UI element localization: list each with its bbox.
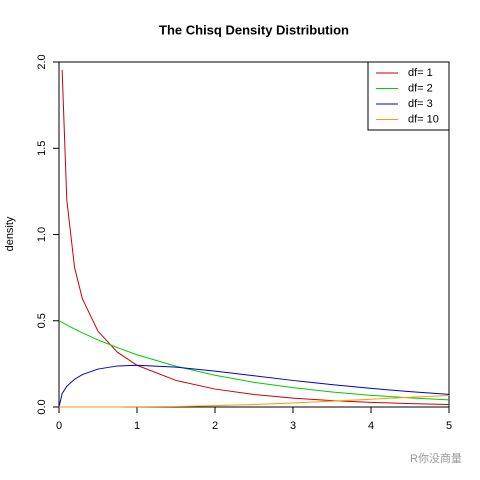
x-tick-label: 1 [134, 420, 140, 432]
legend-label: df= 2 [408, 82, 433, 94]
x-tick-label: 5 [446, 420, 452, 432]
y-tick-label: 1.0 [36, 227, 48, 242]
x-tick-label: 3 [290, 420, 296, 432]
line-series [59, 394, 450, 408]
x-tick-label: 0 [56, 420, 62, 432]
line-series [58, 320, 450, 401]
y-axis-label: density [4, 216, 16, 251]
chart-title: The Chisq Density Distribution [159, 22, 349, 37]
line-series [58, 364, 450, 408]
legend-label: df= 10 [408, 113, 439, 125]
x-tick-label: 4 [368, 420, 374, 432]
legend-label: df= 1 [408, 67, 433, 79]
y-tick-label: 2.0 [36, 54, 48, 69]
line-series [61, 69, 450, 405]
x-tick-label: 2 [212, 420, 218, 432]
y-tick-label: 1.5 [36, 141, 48, 156]
legend-label: df= 3 [408, 98, 433, 110]
y-tick-label: 0.5 [36, 313, 48, 328]
y-tick-label: 0.0 [36, 399, 48, 414]
watermark: R你没商量 [410, 451, 462, 465]
